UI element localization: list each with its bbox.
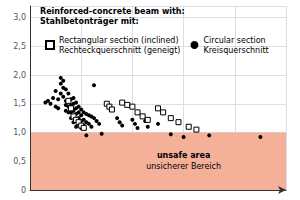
svg-text:1,0: 1,0 — [13, 128, 26, 137]
svg-text:Kreisquerschnitt: Kreisquerschnitt — [203, 46, 268, 55]
svg-text:Stahlbetonträger mit:: Stahlbetonträger mit: — [40, 17, 139, 26]
svg-text:Circular section: Circular section — [203, 36, 265, 45]
svg-text:0,5: 0,5 — [13, 157, 26, 166]
svg-text:2,5: 2,5 — [13, 42, 26, 51]
svg-text:1,5: 1,5 — [13, 99, 26, 108]
svg-text:unsafe area: unsafe area — [157, 151, 210, 160]
svg-text:Reinforced-concrete beam with:: Reinforced-concrete beam with: — [40, 7, 185, 16]
svg-text:unsicherer Bereich: unsicherer Bereich — [146, 162, 221, 171]
svg-text:2,0: 2,0 — [13, 71, 26, 80]
svg-text:Rectangular section (inclined): Rectangular section (inclined) — [59, 36, 179, 45]
svg-text:0: 0 — [21, 186, 26, 195]
svg-text:3,0: 3,0 — [13, 13, 26, 22]
svg-text:Rechteckquerschnitt (geneigt): Rechteckquerschnitt (geneigt) — [59, 46, 180, 55]
